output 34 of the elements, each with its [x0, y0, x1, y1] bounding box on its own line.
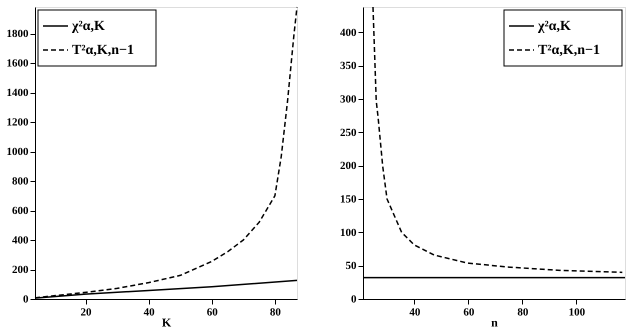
y-tick-label: 150 [340, 194, 357, 206]
y-tick-label: 100 [340, 226, 357, 239]
y-tick-label: 400 [340, 26, 357, 39]
x-tick-label: 40 [409, 306, 421, 318]
y-tick-label: 1800 [6, 28, 29, 40]
legend-label: χ²α,K [537, 19, 571, 34]
x-tick-label: 60 [463, 306, 475, 318]
y-tick-label: 50 [346, 260, 357, 272]
x-tick-label: 20 [80, 306, 92, 318]
y-tick-label: 600 [12, 205, 29, 218]
y-tick-label: 200 [340, 160, 357, 172]
legend-label: T²α,K,n−1 [72, 43, 134, 58]
y-tick-label: 350 [340, 60, 357, 72]
y-tick-label: 250 [340, 126, 357, 139]
x-axis-title: K [162, 316, 172, 330]
x-axis-title: n [491, 316, 498, 330]
x-tick-label: 80 [270, 306, 282, 318]
y-tick-label: 1600 [6, 58, 29, 70]
y-tick-label: 1200 [6, 116, 29, 129]
x-tick-label: 60 [206, 306, 218, 318]
x-tick-label: 80 [517, 306, 529, 318]
y-tick-label: 1000 [6, 146, 29, 158]
y-tick-label: 0 [23, 294, 29, 306]
y-tick-label: 800 [12, 176, 29, 188]
y-tick-label: 0 [351, 294, 357, 306]
y-tick-label: 400 [12, 234, 29, 247]
legend-label: T²α,K,n−1 [538, 43, 600, 58]
x-tick-label: 100 [568, 306, 586, 318]
y-tick-label: 300 [340, 94, 357, 106]
x-tick-label: 40 [144, 306, 156, 318]
legend-label: χ²α,K [71, 19, 105, 34]
line-series [372, 6, 624, 274]
y-tick-label: 200 [12, 264, 29, 276]
y-tick-label: 1400 [6, 87, 29, 100]
